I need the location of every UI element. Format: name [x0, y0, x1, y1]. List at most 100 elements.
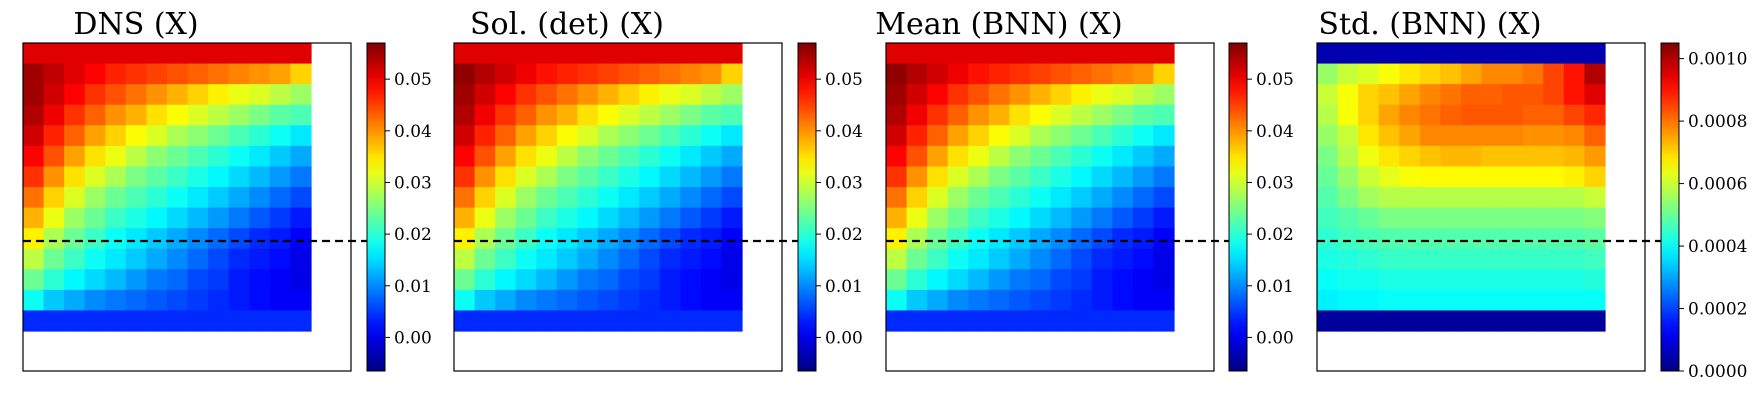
heatmap-cell — [1502, 310, 1524, 332]
heatmap-cell — [968, 228, 990, 250]
heatmap-cell — [577, 248, 599, 270]
heatmap-cell — [146, 145, 168, 168]
heatmap-cell — [43, 228, 65, 250]
heatmap-cell — [269, 43, 292, 65]
heatmap-cell — [474, 104, 496, 126]
heatmap-cell — [1132, 269, 1155, 291]
heatmap-cell — [947, 84, 969, 106]
heatmap-cell — [1030, 269, 1052, 291]
heatmap-cell — [1030, 228, 1052, 250]
heatmap-cell — [64, 228, 86, 250]
heatmap-cell — [1009, 84, 1031, 106]
heatmap-cell — [968, 125, 990, 147]
heatmap-cell — [290, 145, 312, 168]
heatmap-cell — [1378, 207, 1400, 229]
heatmap-cell — [495, 310, 517, 332]
heatmap-cell — [1050, 248, 1072, 270]
heatmap-cell — [269, 187, 292, 209]
heatmap-cell — [947, 104, 969, 126]
heatmap-cell — [1399, 84, 1421, 106]
heatmap-cell — [1030, 310, 1052, 332]
heatmap-cell — [515, 187, 537, 209]
heatmap-cell — [1317, 187, 1339, 209]
heatmap-cell — [1071, 248, 1093, 270]
heatmap-cell — [474, 187, 496, 209]
heatmap-cell — [1071, 289, 1093, 312]
heatmap-cell — [1317, 125, 1339, 147]
heatmap-cell — [906, 43, 928, 65]
heatmap-cell — [187, 145, 209, 168]
heatmap-cell — [1009, 125, 1031, 147]
heatmap-cell — [639, 207, 661, 229]
heatmap-cell — [618, 207, 640, 229]
heatmap-cell — [64, 43, 86, 65]
heatmap-cell — [1317, 145, 1339, 168]
heatmap-cell — [1091, 207, 1113, 229]
heatmap-cell — [1091, 63, 1113, 85]
colorbar-frame — [366, 42, 386, 372]
heatmap-cell — [536, 269, 558, 291]
heatmap-cell — [1030, 125, 1052, 147]
panel-mean-bnn: 0.00 0.01 0.02 0.03 0.04 0.05 Mean (BNN) (X) — [875, 7, 1294, 372]
heatmap-cell — [1050, 310, 1072, 332]
heatmap-cell — [536, 104, 558, 126]
heatmap-cell — [290, 43, 312, 65]
heatmap-cell — [1440, 207, 1462, 229]
heatmap-cell — [906, 104, 928, 126]
heatmap-cell — [1378, 43, 1400, 65]
heatmap-cell — [454, 43, 476, 65]
heatmap-cell — [556, 43, 579, 65]
colorbar — [1661, 43, 1679, 371]
heatmap-cell — [495, 125, 517, 147]
heatmap-cell — [1461, 125, 1483, 147]
heatmap-cell — [249, 207, 271, 229]
heatmap-cell — [577, 187, 599, 209]
heatmap-cell — [1112, 289, 1134, 312]
heatmap-cell — [988, 248, 1011, 270]
heatmap-cell — [187, 228, 209, 250]
heatmap-cell — [454, 84, 476, 106]
heatmap-cell — [536, 43, 558, 65]
heatmap-cell — [64, 187, 86, 209]
heatmap-cell — [515, 248, 537, 270]
heatmap-cell — [43, 125, 65, 147]
heatmap-cell — [1522, 145, 1544, 168]
heatmap-cell — [1481, 166, 1503, 188]
heatmap-cell — [84, 248, 106, 270]
heatmap-cell — [618, 104, 640, 126]
heatmap-cell — [495, 207, 517, 229]
heatmap-cell — [1009, 310, 1031, 332]
heatmap-cell — [146, 228, 168, 250]
heatmap-cell — [495, 84, 517, 106]
heatmap-cell — [1584, 269, 1606, 291]
heatmap-cell — [700, 43, 723, 65]
heatmap-cell — [680, 43, 702, 65]
heatmap-cell — [659, 84, 681, 106]
heatmap-cell — [454, 63, 476, 85]
heatmap-cell — [659, 125, 681, 147]
heatmap-cell — [187, 207, 209, 229]
heatmap-cell — [1481, 207, 1503, 229]
heatmap-cell — [1563, 104, 1586, 126]
heatmap-cell — [290, 310, 312, 332]
heatmap-cell — [618, 166, 640, 188]
axes-frame — [22, 42, 352, 372]
heatmap-cell — [249, 84, 271, 106]
heatmap-cell — [927, 84, 949, 106]
heatmap-cell — [1337, 84, 1359, 106]
heatmap-cell — [515, 207, 537, 229]
heatmap-cell — [1009, 63, 1031, 85]
heatmap-cell — [269, 248, 292, 270]
heatmap-cell — [167, 228, 189, 250]
heatmap-cell — [1153, 125, 1175, 147]
heatmap-cell — [1543, 125, 1565, 147]
heatmap-cell — [187, 289, 209, 312]
heatmap-cell — [474, 145, 496, 168]
heatmap-cell — [721, 248, 743, 270]
heatmap-cell — [988, 104, 1011, 126]
heatmap-cell — [269, 207, 292, 229]
heatmap-cell — [947, 310, 969, 332]
heatmap-cell — [721, 43, 743, 65]
heatmap-cell — [1091, 269, 1113, 291]
heatmap-cell — [1153, 63, 1175, 85]
